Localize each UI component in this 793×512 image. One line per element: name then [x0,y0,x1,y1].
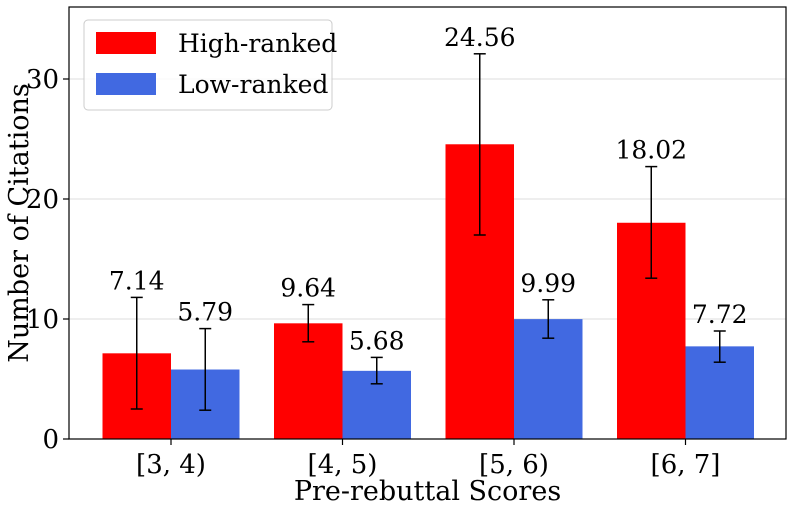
data-label: 24.56 [444,23,516,52]
x-tick-label: [4, 5) [308,450,378,480]
bar [274,323,343,439]
data-label: 5.68 [349,326,405,355]
x-tick-label: [3, 4) [136,450,206,480]
axis-ticks: 0 10 20 30 [3, 4) [4, 5) [5, 6) [6, 7] [26,65,721,480]
y-tick-label: 30 [26,65,59,95]
legend-swatch-high-ranked [96,32,156,54]
error-bars [130,53,726,411]
x-tick-label: [5, 6) [479,450,549,480]
plot-frame [68,6,787,440]
bar [514,319,583,439]
data-label: 9.64 [280,274,336,303]
x-tick-label: [6, 7] [651,450,721,480]
y-tick-label: 10 [26,305,59,335]
bars [102,144,754,439]
data-labels: 7.14 5.79 9.64 5.68 24.56 9.99 18.02 7.72 [109,23,748,356]
data-label: 5.79 [177,298,233,327]
y-tick-label: 0 [42,425,59,455]
data-label: 18.02 [615,136,687,165]
x-axis-label: Pre-rebuttal Scores [294,476,561,507]
y-tick-label: 20 [26,185,59,215]
legend-label-high-ranked: High-ranked [178,29,337,58]
data-label: 7.72 [692,300,748,329]
legend-label-low-ranked: Low-ranked [178,70,328,99]
y-axis-label: Number of Citations [4,83,35,362]
data-label: 9.99 [520,269,576,298]
data-label: 7.14 [109,266,165,295]
legend: High-ranked Low-ranked [83,19,337,111]
legend-swatch-low-ranked [96,73,156,95]
